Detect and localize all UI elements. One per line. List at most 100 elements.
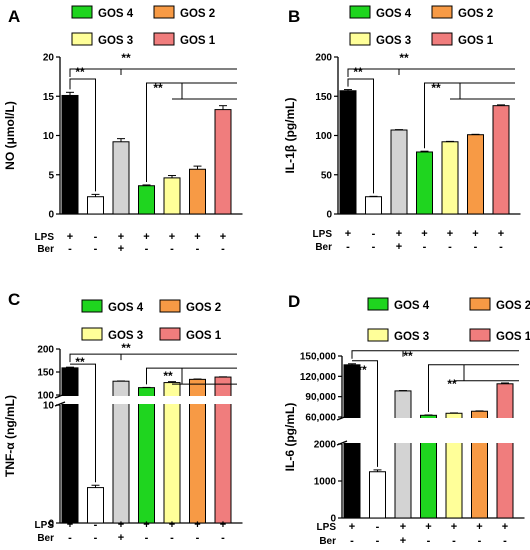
axis-break-mark-bottom <box>54 401 66 407</box>
lps-sign: + <box>67 519 73 531</box>
y-tick-label: 15 <box>43 92 55 103</box>
sig-bracket-lps-treatments <box>347 68 515 77</box>
legend-swatch-gos2 <box>431 5 453 19</box>
y-tick-label: 50 <box>321 170 333 181</box>
sig-bracket-gos <box>146 82 237 182</box>
bar-gos3 <box>441 141 459 215</box>
sig-stars: ** <box>403 349 413 363</box>
bar-gos1 <box>214 109 232 215</box>
sig-bracket-lps-treatments <box>351 350 519 359</box>
legend-swatch-gos4 <box>81 299 103 313</box>
axis-break-mark-bottom <box>336 440 348 446</box>
legend-label-gos2: GOS 2 <box>496 300 530 312</box>
legend-label-gos1: GOS 1 <box>458 35 494 47</box>
lps-sign: + <box>472 228 478 240</box>
legend-label-gos3: GOS 3 <box>394 331 429 343</box>
lps-sign: + <box>400 521 406 533</box>
sig-stars: ** <box>121 341 131 355</box>
ber-sign: - <box>94 243 98 255</box>
y-tick-label: 200 <box>37 345 54 356</box>
legend-label-gos2: GOS 2 <box>180 8 215 20</box>
lps-sign: + <box>396 228 402 240</box>
y-tick-label: 150 <box>315 92 332 103</box>
axis-break-mark-top <box>54 393 66 399</box>
axis-break-mark-top <box>336 415 348 421</box>
ber-sign: + <box>396 241 402 253</box>
legend-swatch-gos2 <box>159 299 181 313</box>
ber-sign: - <box>68 243 72 255</box>
legend-label-gos3: GOS 3 <box>98 35 133 47</box>
panel-letter-c: C <box>8 290 20 309</box>
y-tick-label: 1000 <box>314 477 337 488</box>
lps-sign: - <box>94 231 98 243</box>
bar-gos2 <box>189 168 206 215</box>
legend-label-gos4: GOS 4 <box>98 8 134 20</box>
bar-gos1 <box>492 105 510 215</box>
y-tick-label: 100 <box>37 391 54 402</box>
lps-sign: + <box>345 228 351 240</box>
lps-sign: + <box>118 231 124 243</box>
legend-swatch-gos4 <box>367 297 389 311</box>
legend-label-gos2: GOS 2 <box>186 302 221 314</box>
ber-sign: - <box>346 241 350 253</box>
bar-control <box>365 196 382 215</box>
ber-sign: - <box>372 241 376 253</box>
lps-sign: + <box>498 228 504 240</box>
y-axis-label-d: IL-6 (pg/mL) <box>283 403 297 472</box>
y-tick-label: 0 <box>330 514 336 525</box>
sig-bracket-lps-treatments <box>69 68 237 77</box>
row-label-lps: LPS <box>35 232 55 243</box>
ber-sign: - <box>503 535 507 547</box>
ber-sign: - <box>448 241 452 253</box>
bar-lps <box>61 94 79 215</box>
ber-sign: - <box>499 241 503 253</box>
y-tick-label: 90,000 <box>305 392 336 403</box>
sig-stars: ** <box>153 81 163 95</box>
lps-sign: + <box>220 231 226 243</box>
sig-bracket-lps-control <box>352 360 378 467</box>
legend-label-gos1: GOS 1 <box>496 331 530 343</box>
legend-label-gos3: GOS 3 <box>376 35 411 47</box>
legend-swatch-gos3 <box>367 328 389 342</box>
ber-sign: - <box>145 243 149 255</box>
ber-sign: - <box>68 532 72 544</box>
ber-sign: - <box>427 535 431 547</box>
legend-label-gos4: GOS 4 <box>376 8 412 20</box>
axis-break-band <box>336 418 529 443</box>
ber-sign: - <box>170 243 174 255</box>
sig-stars: ** <box>75 355 85 369</box>
sig-bracket-lps-control <box>70 363 96 483</box>
ber-sign: - <box>376 535 380 547</box>
panel-d: D GOS 4 GOS 2 GOS 3 GOS 1 IL-6 (pg/mL) 0 1000 20… <box>283 292 530 547</box>
y-tick-label: 120,000 <box>300 372 337 383</box>
y-axis-label-b: IL-1β (pg/mL) <box>283 98 297 174</box>
lps-sign: - <box>94 519 98 531</box>
legend-label-gos4: GOS 4 <box>108 302 144 314</box>
lps-sign: + <box>451 521 457 533</box>
legend-swatch-gos2 <box>153 5 175 19</box>
ber-sign: - <box>94 532 98 544</box>
legend-swatch-gos2 <box>469 297 491 311</box>
y-tick-label: 0 <box>326 210 332 221</box>
bar-gos4 <box>138 387 155 524</box>
lps-sign: + <box>169 519 175 531</box>
sig-stars: ** <box>447 377 457 391</box>
row-label-ber: Ber <box>37 533 54 544</box>
ber-sign: - <box>145 532 149 544</box>
ber-sign: + <box>118 243 124 255</box>
ber-sign: - <box>474 241 478 253</box>
panel-letter-b: B <box>288 7 300 26</box>
panel-letter-d: D <box>288 292 300 311</box>
lps-sign: + <box>118 519 124 531</box>
legend-swatch-gos1 <box>159 327 181 341</box>
bar-control <box>369 471 386 519</box>
lps-sign: + <box>502 521 508 533</box>
legend-label-gos3: GOS 3 <box>108 330 143 342</box>
bar-gos2 <box>467 134 484 215</box>
legend-swatch-gos4 <box>71 5 93 19</box>
legend-swatch-gos3 <box>349 32 371 46</box>
legend-swatch-gos1 <box>153 32 175 46</box>
y-tick-label: 0 <box>48 210 54 221</box>
bar-gos3 <box>163 177 181 215</box>
